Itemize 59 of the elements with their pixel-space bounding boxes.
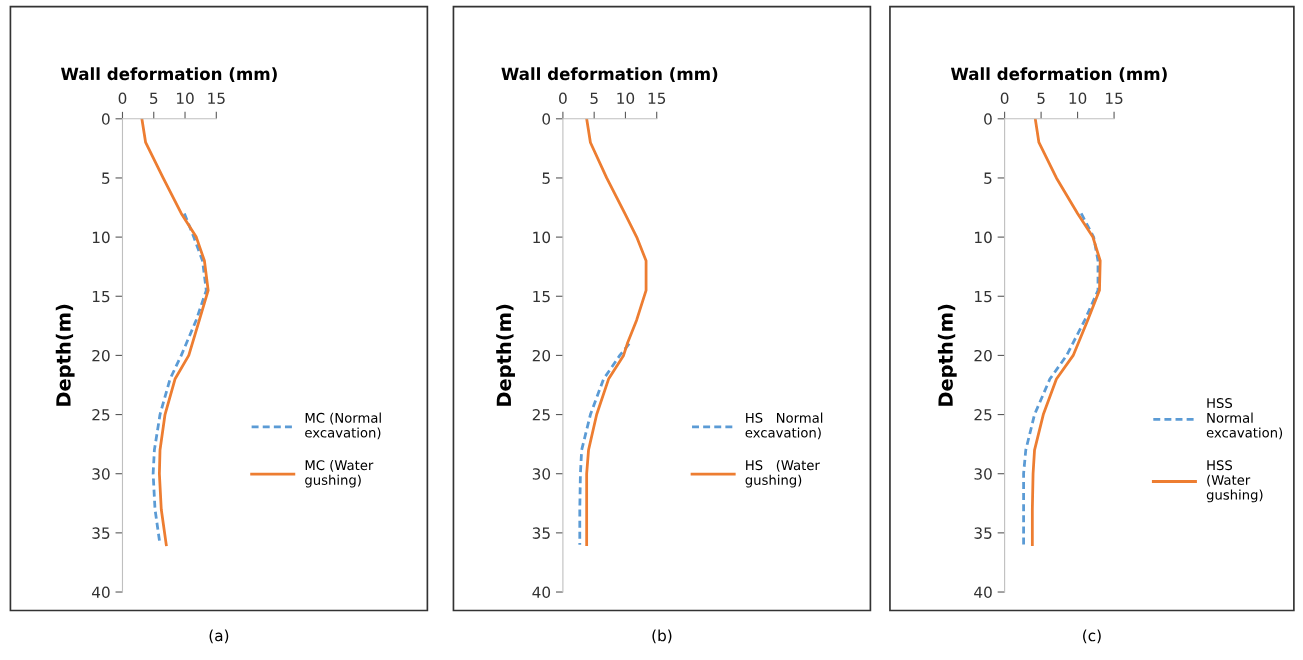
text: (b) bbox=[652, 629, 672, 644]
x-tick-label: 15 bbox=[1106, 92, 1123, 105]
line-series bbox=[585, 118, 648, 547]
text: (a) bbox=[209, 629, 229, 644]
x-tick-label: 0 bbox=[559, 92, 567, 105]
chart-title: Wall deformation (mm) bbox=[950, 67, 1167, 83]
x-tick-label: 10 bbox=[176, 92, 194, 105]
chart-title: Wall deformation (mm) bbox=[501, 67, 718, 83]
legend-label: HSS (Water gushing) bbox=[1206, 460, 1263, 503]
x-tick-label: 15 bbox=[648, 92, 666, 105]
y-tick-label: 40 bbox=[532, 586, 551, 599]
legend-label: HSS Normal excavation) bbox=[1206, 398, 1283, 440]
x-tick-label: 10 bbox=[1069, 92, 1087, 105]
y-tick-label: 15 bbox=[975, 290, 992, 303]
x-tick-label: 0 bbox=[1000, 92, 1009, 105]
x-tick-label: 0 bbox=[118, 92, 127, 105]
y-tick-label: 10 bbox=[975, 231, 992, 244]
y-tick-label: 20 bbox=[974, 349, 992, 362]
y-tick-label: 20 bbox=[92, 349, 110, 362]
y-tick-label: 35 bbox=[532, 527, 550, 539]
y-tick-label: 5 bbox=[984, 172, 992, 184]
y-tick-label: 5 bbox=[102, 172, 110, 184]
y-tick-label: 30 bbox=[92, 468, 110, 480]
y-axis-title: Depth(m) bbox=[496, 304, 515, 406]
legend-label: MC (Normal excavation) bbox=[305, 412, 381, 440]
y-tick-label: 35 bbox=[974, 527, 992, 539]
y-tick-label: 0 bbox=[101, 113, 110, 125]
y-tick-label: 0 bbox=[984, 113, 992, 125]
y-tick-label: 15 bbox=[533, 290, 550, 303]
legend-label: MC (Water gushing) bbox=[305, 459, 374, 488]
line-series bbox=[1022, 212, 1100, 547]
y-tick-label: 25 bbox=[974, 409, 992, 421]
line-series bbox=[1030, 118, 1102, 547]
line-series bbox=[578, 342, 631, 547]
y-tick-label: 5 bbox=[542, 172, 550, 184]
legend-label: HS (Water gushing) bbox=[745, 459, 820, 488]
x-tick-label: 5 bbox=[1037, 92, 1045, 105]
y-axis-title: Depth(m) bbox=[55, 304, 75, 406]
x-tick-label: 5 bbox=[590, 92, 598, 105]
x-tick-label: 15 bbox=[208, 92, 225, 105]
chart-title: Wall deformation (mm) bbox=[60, 67, 277, 83]
y-tick-label: 0 bbox=[542, 113, 551, 125]
y-tick-label: 30 bbox=[532, 468, 551, 480]
y-tick-label: 40 bbox=[91, 586, 110, 599]
y-tick-label: 25 bbox=[532, 409, 550, 421]
line-series bbox=[140, 118, 210, 547]
y-tick-label: 10 bbox=[533, 231, 551, 244]
legend-label: HS Normal excavation) bbox=[745, 412, 823, 440]
text: (c) bbox=[1083, 629, 1101, 644]
x-tick-label: 10 bbox=[617, 92, 635, 105]
y-tick-label: 40 bbox=[974, 586, 992, 599]
x-tick-label: 5 bbox=[150, 92, 158, 105]
y-tick-label: 15 bbox=[92, 290, 110, 303]
y-axis-title: Depth(m) bbox=[937, 304, 957, 406]
y-tick-label: 25 bbox=[92, 409, 110, 421]
y-tick-label: 20 bbox=[532, 349, 551, 362]
y-tick-label: 30 bbox=[974, 468, 992, 480]
y-tick-label: 35 bbox=[92, 527, 110, 539]
y-tick-label: 10 bbox=[92, 231, 110, 244]
